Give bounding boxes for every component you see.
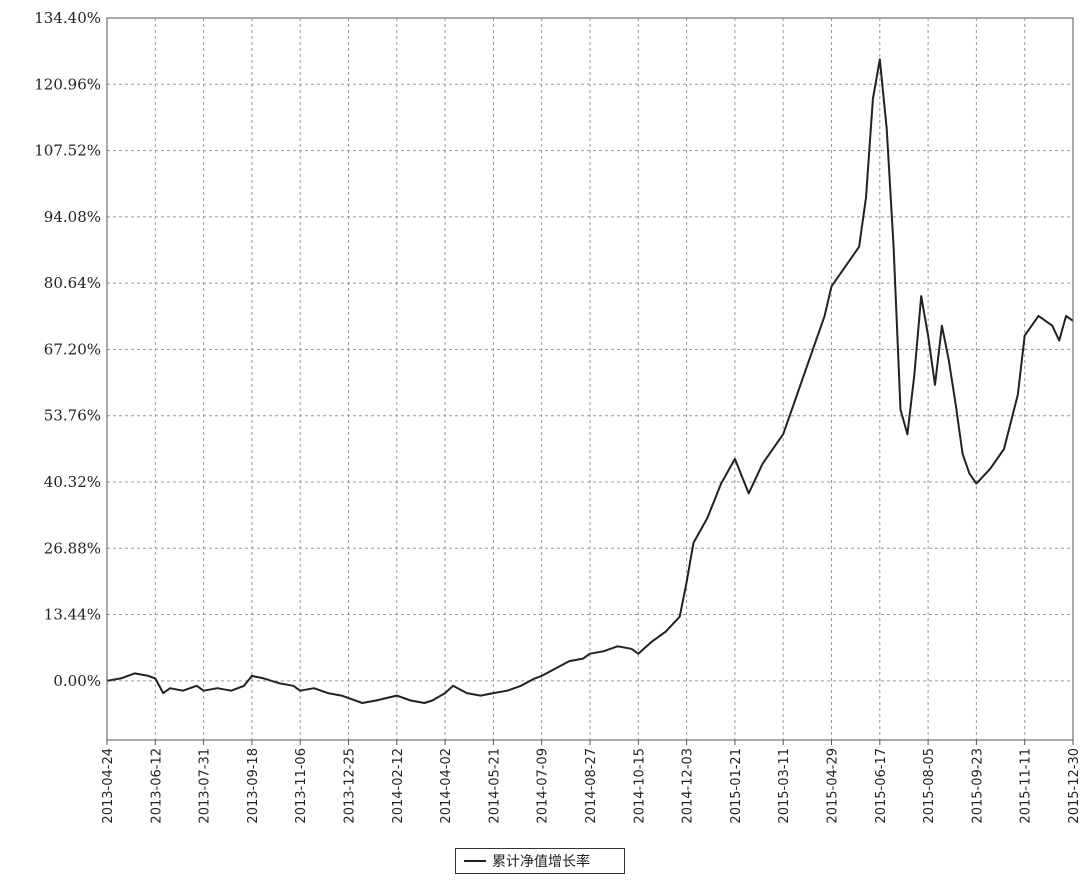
- x-tick-label: 2013-11-06: [294, 748, 309, 824]
- x-tick-label: 2015-12-30: [1067, 748, 1081, 824]
- x-tick-label: 2014-04-02: [439, 748, 454, 824]
- x-tick-label: 2013-04-24: [101, 748, 116, 824]
- y-tick-label: 67.20%: [44, 340, 101, 358]
- y-tick-label: 13.44%: [44, 606, 101, 624]
- plot-frame: [106, 17, 1074, 741]
- x-tick-label: 2014-05-21: [487, 748, 502, 824]
- legend-swatch: [464, 860, 486, 862]
- y-tick-label: 26.88%: [44, 539, 101, 557]
- y-tick-label: 120.96%: [34, 75, 101, 93]
- y-tick-label: 94.08%: [44, 208, 101, 226]
- y-tick-label: 134.40%: [34, 9, 101, 27]
- grid: [106, 17, 1074, 745]
- legend-label: 累计净值增长率: [492, 854, 590, 870]
- series-layer: [106, 58, 1074, 704]
- y-axis-ticks: 134.40% 120.96% 107.52% 94.08% 80.64% 67.20% 5…: [34, 9, 101, 690]
- x-tick-label: 2015-04-29: [826, 748, 841, 824]
- x-tick-label: 2015-01-21: [729, 748, 744, 824]
- x-tick-label: 2014-08-27: [584, 748, 599, 824]
- y-tick-label: 53.76%: [44, 407, 101, 425]
- x-tick-label: 2014-02-12: [391, 748, 406, 824]
- x-tick-label: 2013-09-18: [246, 748, 261, 824]
- x-tick-label: 2014-12-03: [681, 748, 696, 824]
- x-tick-label: 2013-12-25: [343, 748, 358, 824]
- x-tick-label: 2015-06-17: [874, 748, 889, 824]
- x-tick-label: 2015-11-11: [1019, 748, 1034, 824]
- x-tick-label: 2014-10-15: [632, 748, 647, 824]
- y-tick-label: 40.32%: [44, 473, 101, 491]
- y-tick-label: 80.64%: [44, 274, 101, 292]
- legend: 累计净值增长率: [455, 848, 625, 874]
- y-tick-label: 107.52%: [34, 142, 101, 160]
- y-tick-label: 0.00%: [53, 672, 101, 690]
- x-tick-label: 2013-07-31: [198, 748, 213, 824]
- series-line: [106, 58, 1074, 704]
- x-tick-label: 2015-03-11: [777, 748, 792, 824]
- x-tick-label: 2015-08-05: [922, 748, 937, 824]
- x-tick-label: 2015-09-23: [970, 748, 985, 824]
- x-tick-label: 2014-07-09: [536, 748, 551, 824]
- x-tick-label: 2013-06-12: [149, 748, 164, 824]
- x-axis-ticks: 2013-04-24 2013-06-12 2013-07-31 2013-09-18…: [101, 748, 1081, 824]
